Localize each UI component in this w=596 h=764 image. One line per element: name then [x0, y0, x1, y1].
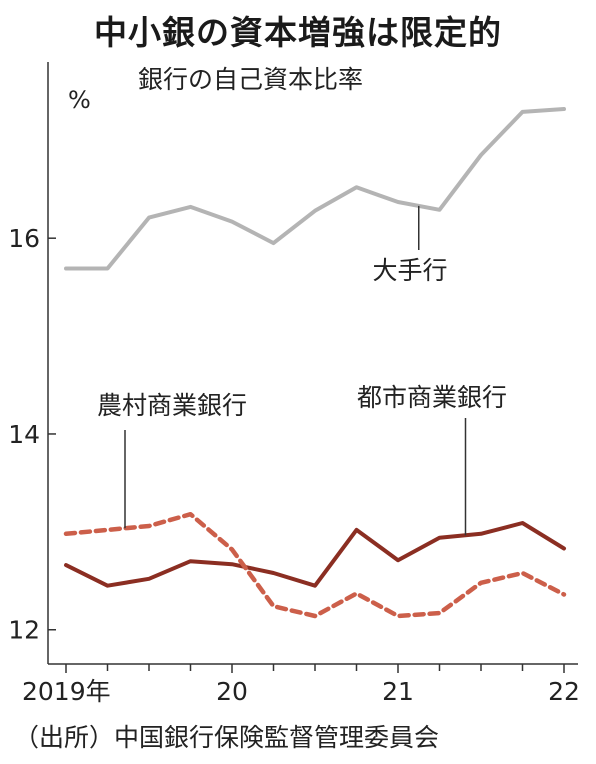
x-tick-label-2022Q1: 22 — [548, 677, 580, 706]
chart-subtitle: 銀行の自己資本比率 — [138, 65, 364, 94]
x-tick-label-2021Q1: 21 — [382, 677, 414, 706]
annotation-label-city-commercial-banks: 都市商業銀行 — [357, 383, 507, 412]
series-line-large-banks — [64, 107, 566, 271]
chart-title: 中小銀の資本増強は限定的 — [94, 13, 502, 52]
y-tick-label-12: 12 — [8, 616, 40, 645]
x-tick-label-2019Q1: 2019年 — [22, 677, 111, 706]
series-line-city-commercial-banks — [64, 521, 566, 588]
y-tick-label-16: 16 — [8, 224, 40, 253]
annotation-label-large-banks: 大手行 — [372, 256, 447, 285]
y-tick-label-14: 14 — [8, 420, 40, 449]
source-note: （出所）中国銀行保険監督管理委員会 — [14, 723, 440, 752]
y-axis-unit: % — [68, 86, 91, 114]
x-tick-label-2020Q1: 20 — [216, 677, 248, 706]
annotation-label-rural-commercial-banks: 農村商業銀行 — [97, 391, 247, 420]
series-line-rural-commercial-banks — [63, 511, 567, 619]
